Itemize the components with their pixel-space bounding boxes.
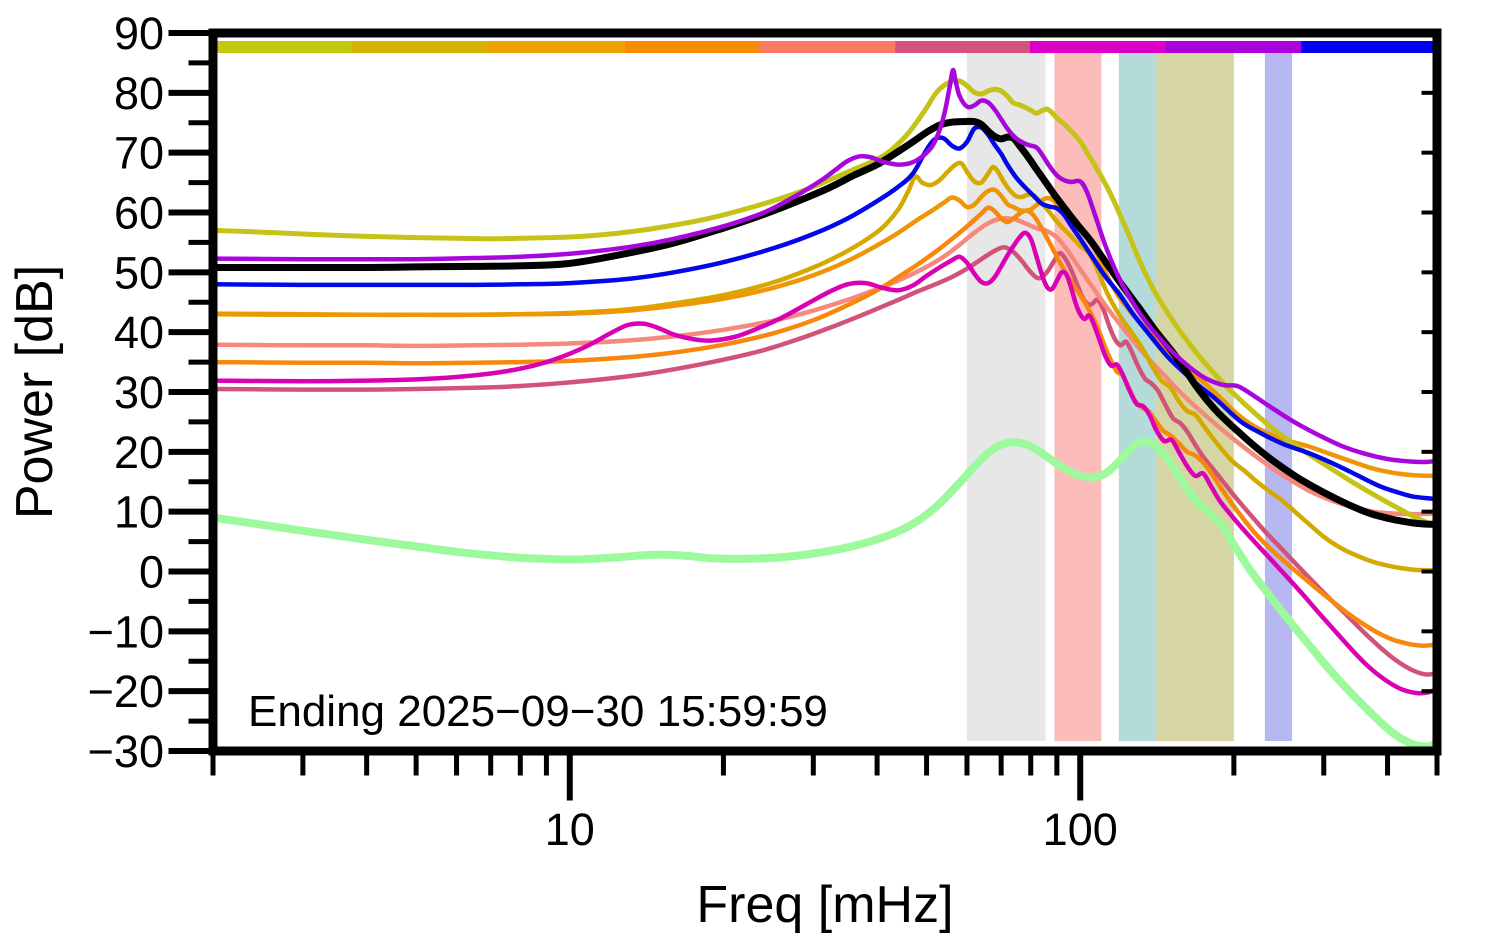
colorbar-segment-8 <box>1165 41 1302 53</box>
curve-pale-green-reference <box>209 437 1441 751</box>
colorbar-segment-2 <box>351 41 489 53</box>
colorbar-segment-6 <box>895 41 1031 53</box>
band-lavender <box>1264 52 1293 741</box>
segment-colorbar <box>213 41 1438 53</box>
y-tick-label-60: 60 <box>114 188 164 239</box>
band-pink <box>1054 52 1102 741</box>
y-tick-label-30: 30 <box>114 367 164 418</box>
y-tick-label-40: 40 <box>114 307 164 358</box>
band-gray <box>967 52 1046 741</box>
y-tick-label--20: −20 <box>88 666 164 717</box>
y-axis-title: Power [dB] <box>6 265 64 519</box>
y-tick-label-0: 0 <box>139 547 164 598</box>
curve-orange-day <box>210 187 1440 479</box>
y-tick-label-20: 20 <box>114 427 164 478</box>
y-tick-label-70: 70 <box>114 128 164 179</box>
y-tick-label-80: 80 <box>114 68 164 119</box>
curve-deep-orange-day <box>210 205 1440 648</box>
band-teal <box>1118 52 1157 741</box>
plot-frame <box>208 28 1442 756</box>
y-tick-label-10: 10 <box>114 487 164 538</box>
x-axis-title: Freq [mHz] <box>696 876 953 934</box>
curve-olive-day <box>210 78 1440 529</box>
ending-timestamp-annotation: Ending 2025−09−30 15:59:59 <box>248 687 828 736</box>
curve-gold-day <box>210 160 1440 573</box>
colorbar-segment-5 <box>758 41 896 53</box>
curve-crimson-day <box>210 244 1440 677</box>
y-tick-label--30: −30 <box>88 726 164 777</box>
colorbar-segment-7 <box>1030 41 1167 53</box>
psd-curves <box>209 67 1441 751</box>
curve-salmon-day <box>210 215 1440 517</box>
colorbar-segment-9 <box>1301 41 1438 53</box>
x-tick-label-10: 10 <box>545 804 595 855</box>
colorbar-segment-1 <box>213 41 353 53</box>
y-tick-label--10: −10 <box>88 606 164 657</box>
highlight-bands <box>967 52 1293 741</box>
curve-blue-day <box>210 124 1440 502</box>
curve-magenta-day <box>210 230 1440 696</box>
colorbar-segment-3 <box>487 41 626 53</box>
x-tick-label-100: 100 <box>1043 804 1118 855</box>
colorbar-segment-4 <box>625 41 760 53</box>
y-tick-label-50: 50 <box>114 247 164 298</box>
axis-ticks <box>168 30 1440 801</box>
y-tick-label-90: 90 <box>114 8 164 59</box>
curve-purple-day <box>210 67 1440 465</box>
